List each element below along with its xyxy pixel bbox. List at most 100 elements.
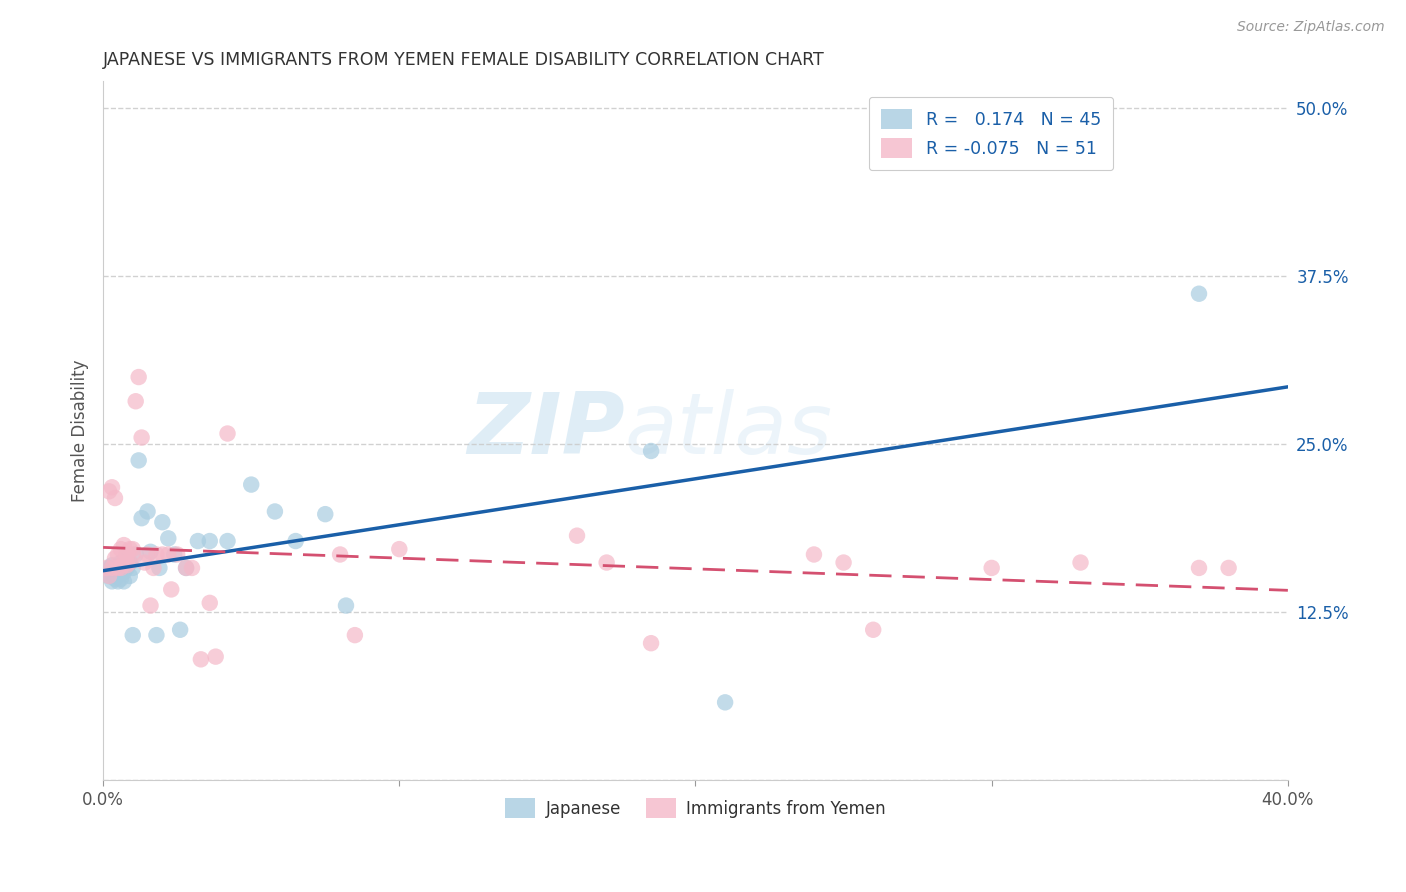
Point (98, 569, 121, 583)
Point (115, 556, 138, 570)
Point (107, 561, 129, 575)
Point (640, 444, 662, 458)
Point (94, 561, 117, 575)
Point (136, 548, 159, 562)
Point (150, 515, 173, 529)
Point (174, 561, 197, 575)
Point (118, 556, 141, 570)
Point (314, 507, 336, 521)
Point (115, 561, 138, 575)
Point (142, 561, 165, 575)
Point (565, 529, 588, 543)
Text: JAPANESE VS IMMIGRANTS FROM YEMEN FEMALE DISABILITY CORRELATION CHART: JAPANESE VS IMMIGRANTS FROM YEMEN FEMALE… (103, 51, 825, 69)
Point (101, 561, 124, 575)
Legend: Japanese, Immigrants from Yemen: Japanese, Immigrants from Yemen (499, 792, 893, 824)
Point (104, 572, 127, 586)
Point (139, 599, 162, 613)
Point (128, 370, 150, 384)
Point (1188, 286, 1211, 301)
Point (714, 695, 737, 709)
Point (157, 532, 180, 546)
Point (1070, 556, 1092, 570)
Point (169, 623, 191, 637)
Point (107, 574, 129, 589)
Point (136, 504, 159, 518)
Point (118, 556, 141, 570)
Point (264, 504, 287, 518)
Point (160, 582, 183, 597)
Point (1188, 561, 1211, 575)
Point (107, 561, 129, 575)
Point (862, 623, 884, 637)
Point (1218, 561, 1240, 575)
Point (335, 599, 357, 613)
Point (110, 561, 132, 575)
Text: ZIP: ZIP (467, 389, 624, 473)
Point (145, 548, 167, 562)
Point (198, 596, 221, 610)
Point (121, 628, 143, 642)
Point (125, 548, 148, 562)
Point (388, 542, 411, 557)
Point (107, 567, 129, 582)
Point (98, 484, 121, 499)
Point (121, 561, 143, 575)
Point (112, 538, 135, 552)
Point (118, 569, 141, 583)
Point (110, 565, 132, 579)
Point (104, 551, 127, 566)
Point (198, 534, 221, 549)
Point (110, 542, 132, 557)
Point (640, 636, 662, 650)
Point (174, 561, 197, 575)
Point (832, 556, 855, 570)
Text: Source: ZipAtlas.com: Source: ZipAtlas.com (1237, 20, 1385, 34)
Point (187, 534, 209, 549)
Point (101, 574, 124, 589)
Point (163, 548, 186, 562)
Y-axis label: Female Disability: Female Disability (72, 359, 89, 502)
Point (104, 561, 127, 575)
Point (217, 534, 239, 549)
Point (595, 556, 617, 570)
Point (166, 548, 188, 562)
Point (343, 628, 366, 642)
Point (110, 556, 132, 570)
Point (217, 426, 239, 441)
Point (329, 548, 352, 562)
Point (94, 565, 117, 579)
Point (190, 652, 212, 666)
Point (145, 628, 167, 642)
Point (181, 561, 204, 575)
Point (157, 548, 180, 562)
Point (98, 561, 121, 575)
Point (240, 477, 263, 491)
Point (131, 511, 153, 525)
Point (112, 556, 135, 570)
Point (112, 574, 135, 589)
Point (115, 548, 138, 562)
Point (125, 394, 148, 409)
Point (131, 431, 153, 445)
Point (118, 542, 141, 557)
Point (139, 545, 162, 559)
Point (110, 572, 132, 586)
Point (980, 561, 1002, 575)
Point (115, 558, 138, 573)
Point (101, 558, 124, 573)
Point (98, 569, 121, 583)
Point (101, 480, 124, 494)
Point (112, 556, 135, 570)
Point (204, 649, 226, 664)
Point (121, 542, 143, 557)
Point (128, 453, 150, 467)
Point (112, 565, 135, 579)
Point (121, 548, 143, 562)
Point (115, 549, 138, 563)
Point (104, 491, 127, 505)
Point (284, 534, 307, 549)
Point (107, 548, 129, 562)
Point (148, 561, 170, 575)
Text: atlas: atlas (624, 389, 832, 473)
Point (803, 548, 825, 562)
